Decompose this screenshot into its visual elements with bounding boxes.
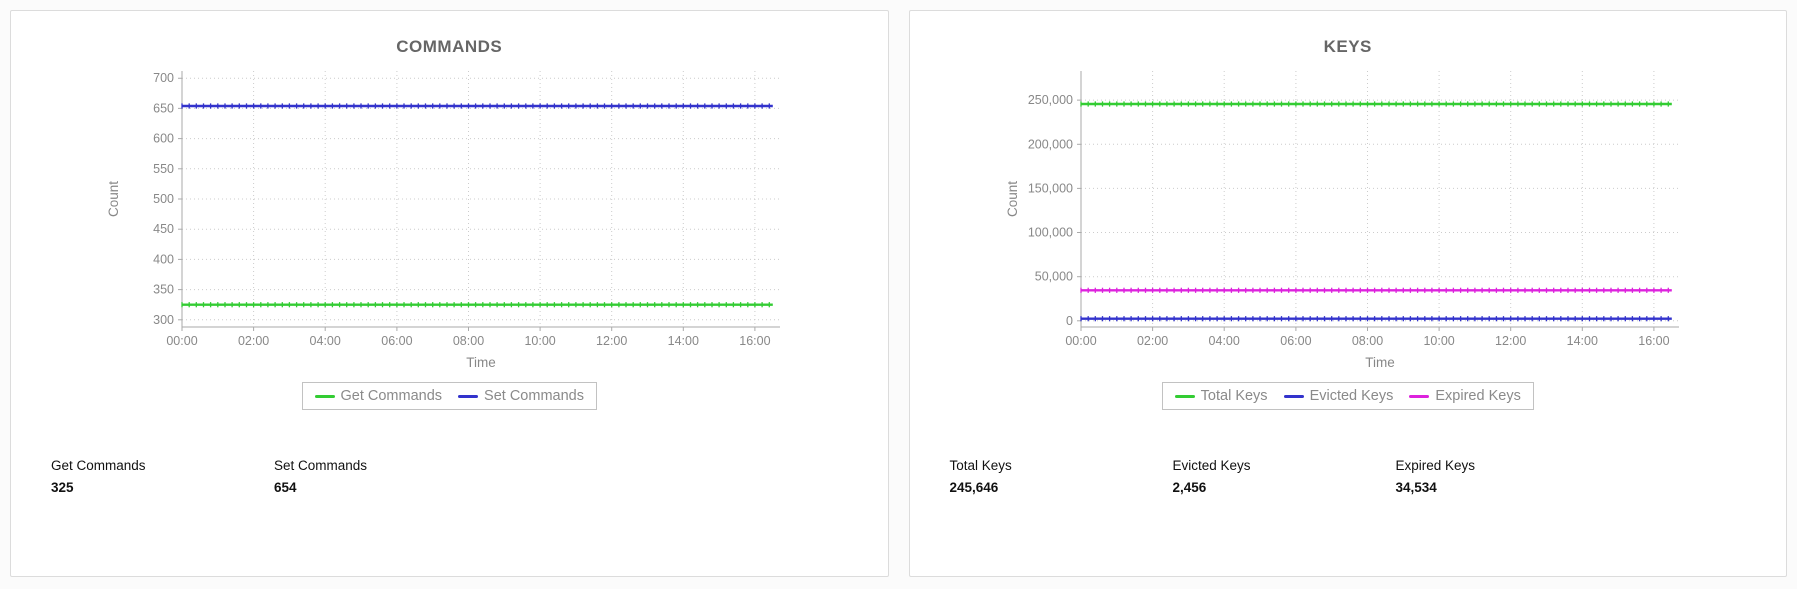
y-tick-label: 550: [153, 162, 174, 176]
y-tick-label: 650: [153, 101, 174, 115]
y-tick-label: 700: [153, 71, 174, 85]
commands-chart: 00:00 02:00 04:00 06:00 08:00 10:00 12:00 14:00…: [11, 61, 888, 380]
x-tick-label: 10:00: [525, 334, 556, 348]
legend-label: Total Keys: [1200, 388, 1268, 404]
series-expired-keys: [1080, 287, 1672, 293]
y-tick-label: 100,000: [1028, 226, 1073, 240]
x-tick-label: 10:00: [1423, 334, 1454, 348]
y-tick-label: 400: [153, 252, 174, 266]
stat-expired-keys: Expired Keys 34,534: [1396, 458, 1619, 495]
legend-item-expired-keys[interactable]: Expired Keys: [1409, 388, 1521, 404]
x-tick-label: 12:00: [1495, 334, 1526, 348]
series-set-commands: [181, 103, 774, 109]
commands-panel: COMMANDS 00:00 02:00 04:00 06:00 08:00 10:00 1…: [10, 10, 889, 577]
x-tick-label: 02:00: [238, 334, 269, 348]
legend-item-evicted-keys[interactable]: Evicted Keys: [1283, 388, 1394, 404]
y-tick-label: 50,000: [1035, 270, 1073, 284]
stat-get-commands: Get Commands 325: [51, 458, 274, 495]
x-tick-label: 16:00: [1638, 334, 1669, 348]
legend-label: Evicted Keys: [1309, 388, 1394, 404]
y-tick-label: 250,000: [1028, 93, 1073, 107]
x-tick-label: 02:00: [1137, 334, 1168, 348]
x-tick-label: 06:00: [382, 334, 413, 348]
x-tick-label: 14:00: [668, 334, 699, 348]
stat-value: 654: [274, 480, 297, 495]
x-tick-label: 16:00: [740, 334, 771, 348]
stat-label: Set Commands: [274, 458, 368, 473]
y-tick-label: 600: [153, 132, 174, 146]
y-tick-label: 500: [153, 192, 174, 206]
x-tick-label: 04:00: [1208, 334, 1239, 348]
y-tick-label: 150,000: [1028, 181, 1073, 195]
legend-line-swatch: [1174, 394, 1195, 398]
stat-label: Evicted Keys: [1172, 458, 1251, 473]
y-tick-label: 200,000: [1028, 137, 1073, 151]
stat-value: 2,456: [1172, 480, 1207, 495]
series-total-keys: [1080, 101, 1672, 107]
commands-stats-row: Get Commands 325 Set Commands 654: [11, 458, 888, 495]
x-tick-label: 12:00: [596, 334, 627, 348]
keys-panel: KEYS 00:00 02:00 04:00 06:00 08:00 10:00 12:00…: [908, 10, 1787, 577]
legend-item-get-commands[interactable]: Get Commands: [314, 388, 443, 404]
commands-legend-row: Get Commands Set Commands: [11, 382, 888, 410]
keys-panel-title: KEYS: [1323, 37, 1372, 56]
commands-panel-title: COMMANDS: [396, 37, 503, 56]
legend-line-swatch: [458, 394, 479, 398]
stat-total-keys: Total Keys 245,646: [950, 458, 1173, 495]
x-tick-label: 08:00: [453, 334, 484, 348]
x-tick-label: 00:00: [167, 334, 198, 348]
legend-line-swatch: [1283, 394, 1304, 398]
x-tick-label: 08:00: [1352, 334, 1383, 348]
stat-label: Total Keys: [949, 458, 1012, 473]
x-tick-label: 04:00: [310, 334, 341, 348]
legend-line-swatch: [1409, 394, 1430, 398]
x-axis-label: Time: [1365, 355, 1395, 370]
series-evicted-keys: [1080, 316, 1672, 322]
x-tick-label: 14:00: [1566, 334, 1597, 348]
stat-label: Expired Keys: [1395, 458, 1476, 473]
stat-label: Get Commands: [51, 458, 146, 473]
keys-stats-row: Total Keys 245,646 Evicted Keys 2,456 Expire…: [910, 458, 1787, 495]
y-tick-label: 350: [153, 283, 174, 297]
stat-value: 245,646: [949, 480, 999, 495]
x-tick-label: 00:00: [1065, 334, 1096, 348]
legend-label: Expired Keys: [1435, 388, 1521, 404]
stat-set-commands: Set Commands 654: [274, 458, 497, 495]
x-axis-label: Time: [467, 355, 497, 370]
legend-box: Get Commands Set Commands: [301, 382, 597, 410]
y-axis-label: Count: [1005, 181, 1020, 217]
y-tick-label: 450: [153, 222, 174, 236]
stat-value: 34,534: [1395, 480, 1437, 495]
legend-line-swatch: [314, 394, 335, 398]
legend-item-total-keys[interactable]: Total Keys: [1174, 388, 1268, 404]
legend-item-set-commands[interactable]: Set Commands: [458, 388, 584, 404]
legend-label: Get Commands: [340, 388, 443, 404]
keys-chart: 00:00 02:00 04:00 06:00 08:00 10:00 12:00 14:00…: [910, 61, 1787, 380]
line-chart: 00:00 02:00 04:00 06:00 08:00 10:00 12:00 14:00…: [1005, 71, 1679, 370]
keys-legend-row: Total Keys Evicted Keys Expired Keys: [910, 382, 1787, 410]
legend-box: Total Keys Evicted Keys Expired Keys: [1161, 382, 1534, 410]
stat-value: 325: [51, 480, 74, 495]
stat-evicted-keys: Evicted Keys 2,456: [1173, 458, 1396, 495]
legend-label: Set Commands: [484, 388, 584, 404]
series-get-commands: [181, 302, 774, 308]
y-tick-label: 300: [153, 313, 174, 327]
y-axis-label: Count: [106, 181, 121, 217]
y-tick-label: 0: [1066, 314, 1073, 328]
line-chart: 00:00 02:00 04:00 06:00 08:00 10:00 12:00 14:00…: [106, 71, 781, 370]
x-tick-label: 06:00: [1280, 334, 1311, 348]
